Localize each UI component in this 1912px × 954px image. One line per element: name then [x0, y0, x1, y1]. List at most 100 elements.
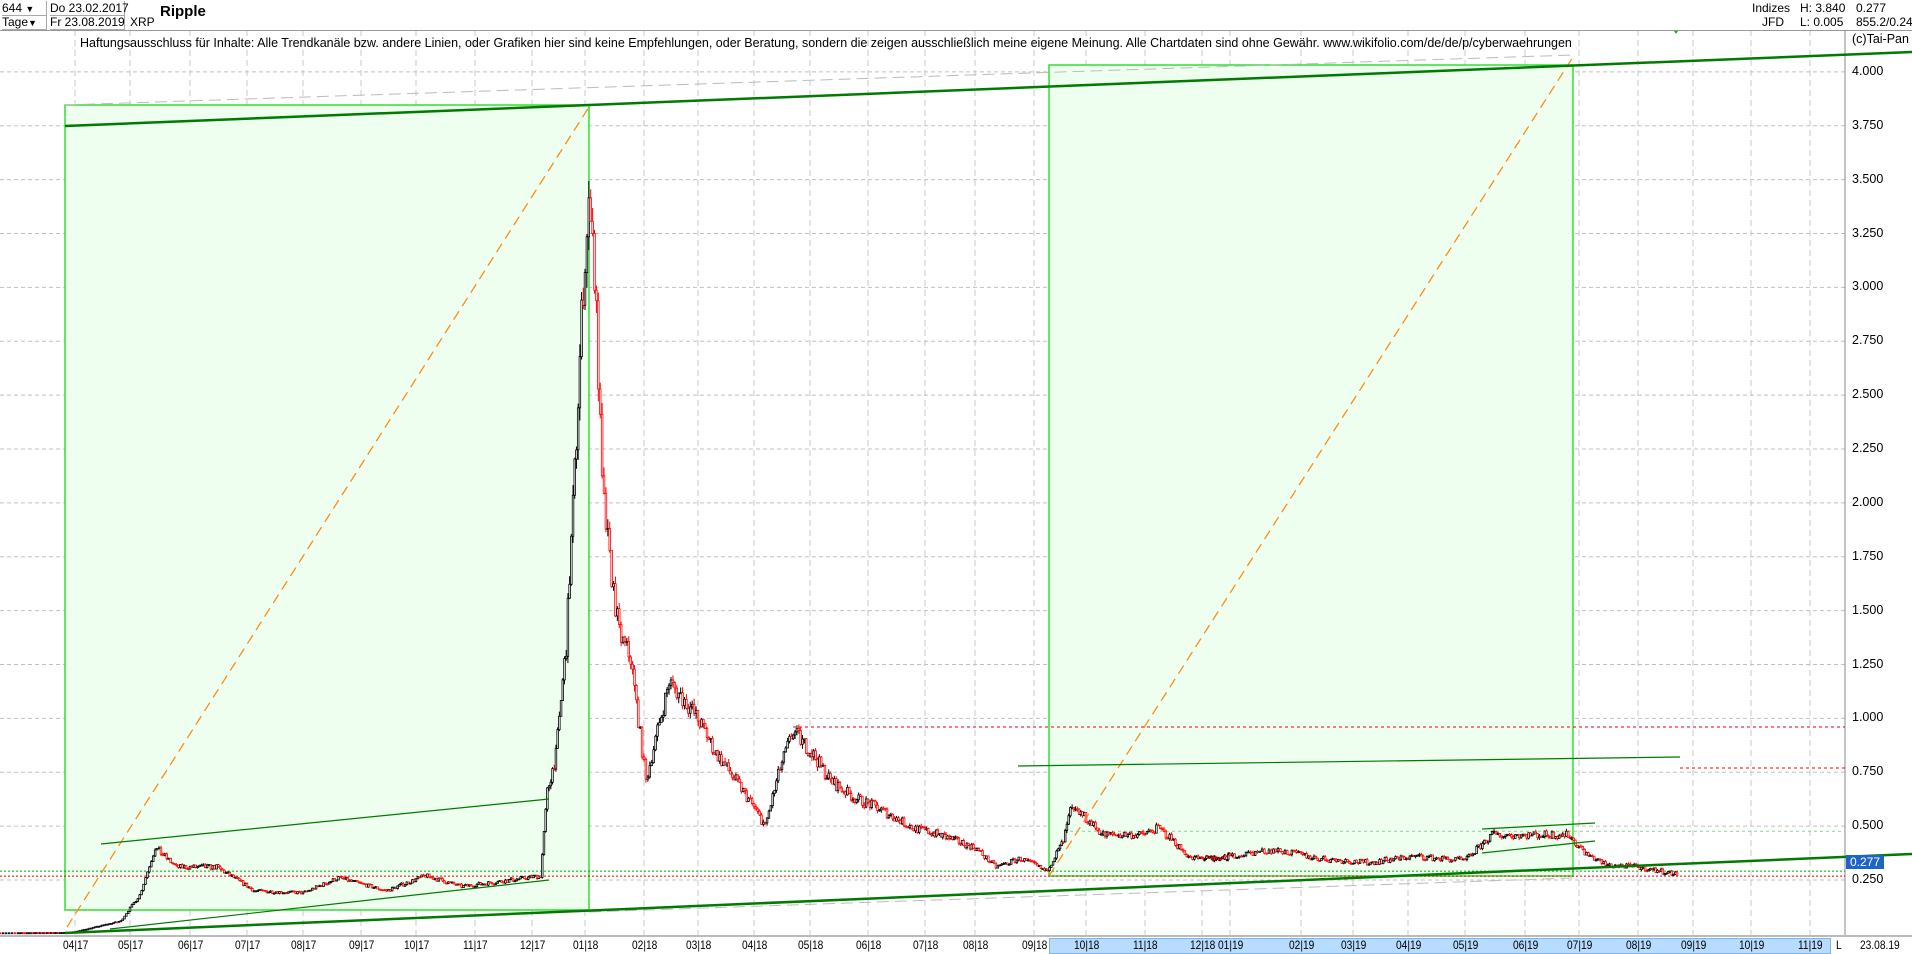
candle [454, 883, 458, 886]
candle [165, 853, 168, 860]
candle [1532, 831, 1536, 835]
candle [943, 833, 946, 835]
candle [241, 880, 245, 886]
candle [487, 881, 490, 886]
candle [1506, 833, 1509, 836]
candle [1231, 853, 1234, 857]
candle [1017, 856, 1020, 861]
candle [418, 876, 422, 879]
candle [542, 831, 546, 855]
count-select[interactable]: 644 ▼ [2, 1, 47, 16]
candle [876, 804, 879, 812]
candle [773, 789, 776, 794]
candle [818, 756, 821, 768]
candle [575, 449, 578, 460]
candle [405, 881, 409, 885]
candle [1301, 852, 1305, 856]
candle [443, 880, 446, 884]
candle [1504, 834, 1507, 837]
candle [870, 799, 874, 808]
x-tick-label: 05|18 [798, 938, 824, 952]
candle [801, 738, 804, 745]
candle [1640, 867, 1643, 870]
x-tick-label: 08|17 [291, 938, 317, 952]
candle [614, 583, 617, 617]
candle [1072, 806, 1076, 810]
candle [827, 772, 830, 779]
candle [1441, 856, 1444, 861]
candle [556, 729, 559, 749]
candle [414, 878, 418, 882]
candle [1488, 834, 1492, 842]
candle [1543, 830, 1547, 837]
candle [1431, 854, 1434, 861]
candle [1547, 835, 1550, 838]
candle [1096, 827, 1099, 831]
candle [354, 880, 357, 882]
x-tick-label: 01|19 [1218, 938, 1244, 952]
copyright-text: (c)Tai-Pan [1852, 32, 1909, 46]
candle [412, 879, 416, 882]
candle [1652, 867, 1656, 870]
candle [1467, 853, 1471, 857]
candle [1659, 868, 1663, 872]
candle [163, 853, 167, 856]
candle [247, 886, 251, 889]
candle [1314, 855, 1318, 859]
candle [144, 877, 147, 885]
candle [857, 794, 860, 801]
candle [445, 882, 448, 885]
candle [211, 865, 215, 870]
candle [1452, 859, 1455, 862]
candle [568, 583, 571, 599]
period-select[interactable]: Tage▼ [2, 15, 47, 30]
candle [642, 756, 646, 760]
candle [1600, 859, 1604, 865]
candle [1412, 855, 1415, 857]
x-axis[interactable]: 04|17 05|17 06|17 07|17 08|17 09|17 10|17 11|17… [0, 935, 1912, 954]
candle [806, 752, 810, 757]
candle [117, 920, 121, 923]
candle [786, 740, 789, 749]
candle [1159, 825, 1162, 829]
candle [196, 866, 199, 868]
candle [1643, 865, 1647, 872]
candle [192, 864, 196, 868]
candle [528, 875, 532, 878]
candle [138, 894, 141, 900]
candle [1389, 858, 1392, 863]
candle [1416, 854, 1419, 857]
candle [908, 825, 912, 828]
start-date[interactable]: Do 23.02.2017 [50, 1, 129, 16]
candle [1410, 855, 1414, 857]
candle [1342, 861, 1345, 864]
x-tick-label: 02|18 [632, 938, 658, 952]
x-axis-end-marker[interactable]: L [1836, 938, 1842, 952]
candle [656, 724, 659, 737]
volume-info: 855.2/0.24 [1856, 15, 1912, 29]
candle [245, 882, 249, 888]
end-date[interactable]: Fr 23.08.2019 [50, 15, 125, 30]
candle [912, 828, 915, 832]
candle [344, 877, 348, 880]
candle [840, 787, 844, 792]
candle [81, 929, 84, 932]
candle [86, 928, 90, 931]
candle [1191, 856, 1194, 860]
candle [383, 889, 387, 892]
candle [112, 922, 115, 925]
candle [243, 882, 247, 886]
candle [916, 825, 919, 833]
header-bar: 644 ▼ Do 23.02.2017 Tage▼ Fr 23.08.2019 … [0, 0, 1912, 31]
candle [906, 826, 910, 828]
candle [350, 879, 353, 882]
candle [1666, 871, 1670, 874]
x-tick-label: 03|18 [686, 938, 712, 952]
candle [1373, 861, 1376, 866]
candle [716, 750, 720, 762]
candle [1323, 856, 1327, 861]
candle [648, 765, 651, 778]
candle [689, 706, 692, 714]
candle [861, 795, 864, 806]
candle [285, 892, 288, 895]
